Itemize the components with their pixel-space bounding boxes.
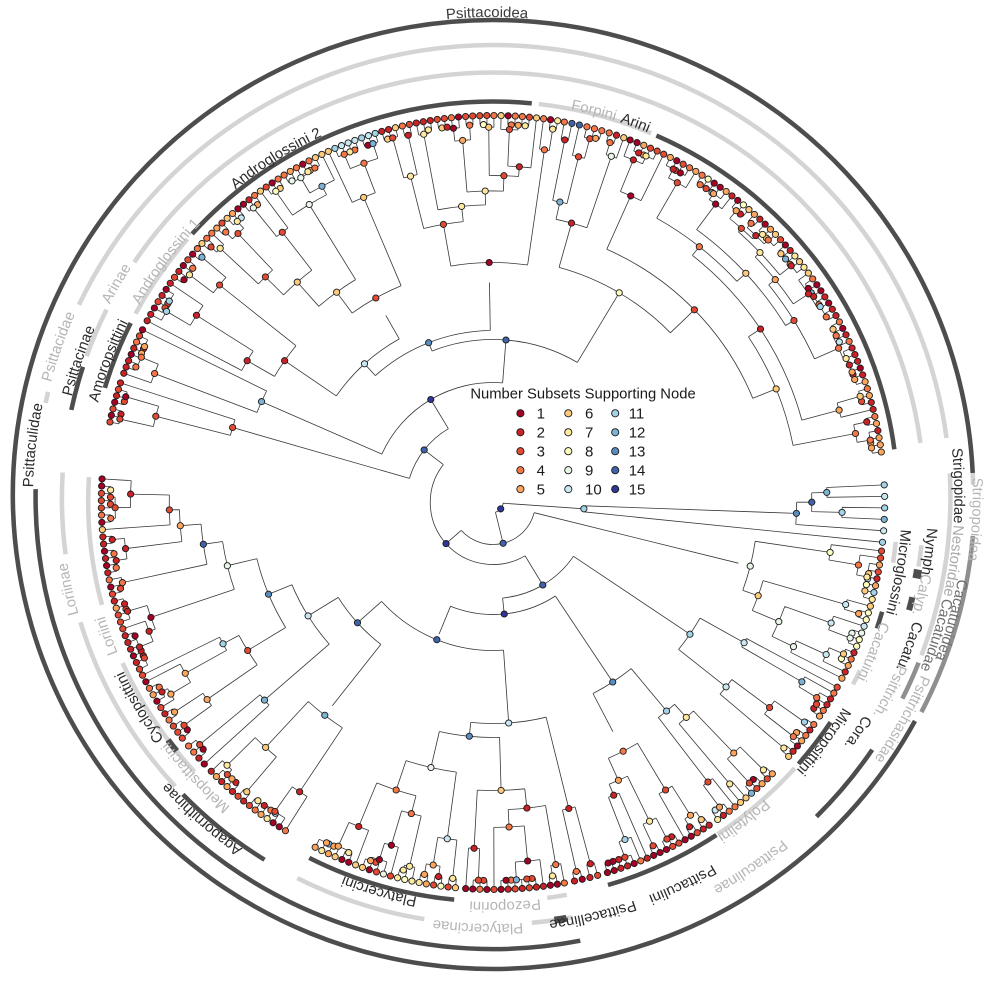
svg-text:7: 7	[585, 425, 593, 442]
svg-text:Psittacoidea: Psittacoidea	[445, 5, 529, 23]
svg-text:9: 9	[585, 463, 593, 480]
svg-text:12: 12	[629, 425, 646, 442]
svg-text:Strigopidae: Strigopidae	[948, 447, 967, 523]
svg-text:3: 3	[537, 444, 545, 461]
svg-text:Strigopoidea: Strigopoidea	[964, 478, 985, 563]
svg-text:Number Subsets Supporting Node: Number Subsets Supporting Node	[470, 386, 695, 402]
svg-text:15: 15	[629, 482, 646, 499]
svg-text:8: 8	[585, 444, 593, 461]
svg-text:6: 6	[585, 406, 593, 423]
svg-text:Nymph.: Nymph.	[917, 527, 940, 580]
svg-text:10: 10	[585, 482, 602, 499]
svg-text:2: 2	[537, 425, 545, 442]
svg-text:13: 13	[629, 444, 646, 461]
svg-text:11: 11	[629, 406, 645, 423]
svg-text:4: 4	[537, 463, 545, 480]
svg-text:1: 1	[537, 406, 545, 423]
svg-text:Pezoporini: Pezoporini	[469, 895, 542, 914]
svg-text:14: 14	[629, 463, 646, 480]
svg-text:5: 5	[537, 482, 545, 499]
svg-text:Platycercinae: Platycercinae	[432, 916, 524, 936]
